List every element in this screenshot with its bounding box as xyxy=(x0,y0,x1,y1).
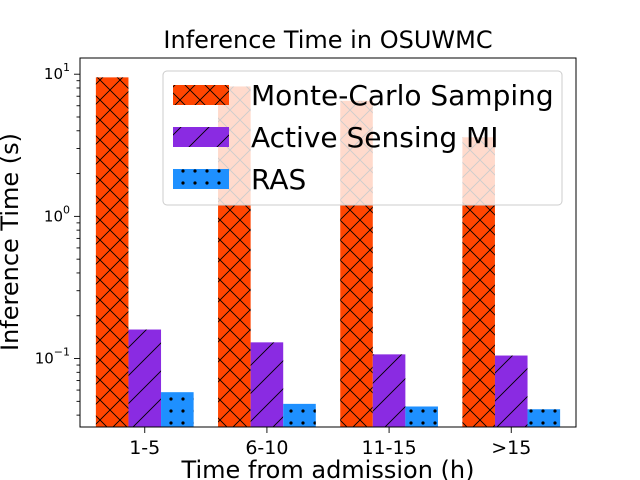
legend: Monte-Carlo Samping Active Sensing MI RAS xyxy=(162,70,563,206)
x-tick-label: 6-10 xyxy=(245,437,288,459)
x-axis: 1-5 6-10 11-15 >15 xyxy=(129,427,531,459)
legend-swatch-hatch xyxy=(173,169,229,189)
legend-label: Monte-Carlo Samping xyxy=(251,79,554,112)
legend-swatch-hatch xyxy=(173,127,229,147)
legend-box xyxy=(162,70,563,206)
legend-label: RAS xyxy=(251,163,306,196)
y-tick-label: 101 xyxy=(44,61,70,83)
y-tick-label: 100 xyxy=(44,203,70,225)
y-tick-exponent: 0 xyxy=(63,203,70,216)
y-tick-label: 10−1 xyxy=(35,346,70,368)
y-tick-base: 10 xyxy=(44,207,63,225)
y-tick-base: 10 xyxy=(44,65,63,83)
bar-hatch xyxy=(250,342,284,427)
bar-hatch xyxy=(405,406,438,427)
y-axis-label: Inference Time (s) xyxy=(0,133,24,351)
y-tick-exponent: −1 xyxy=(54,346,70,359)
bar-hatch xyxy=(95,77,129,428)
legend-label: Active Sensing MI xyxy=(251,121,498,154)
chart-title: Inference Time in OSUWMC xyxy=(163,26,492,54)
x-tick-label: 1-5 xyxy=(129,437,160,459)
plot-frame xyxy=(79,57,577,428)
legend-swatch-hatch xyxy=(173,85,229,105)
bar-hatch xyxy=(494,355,528,427)
bar-hatch xyxy=(161,392,194,427)
x-tick-label: 11-15 xyxy=(361,437,416,459)
x-tick-label: >15 xyxy=(491,437,531,459)
bar-hatch xyxy=(372,354,406,427)
bar-hatch xyxy=(283,403,316,427)
bar-hatch xyxy=(128,329,162,427)
x-axis-label: Time from admission (h) xyxy=(181,456,475,480)
y-tick-exponent: 1 xyxy=(63,61,70,74)
bar-hatch xyxy=(527,409,561,427)
y-tick-base: 10 xyxy=(35,350,54,368)
